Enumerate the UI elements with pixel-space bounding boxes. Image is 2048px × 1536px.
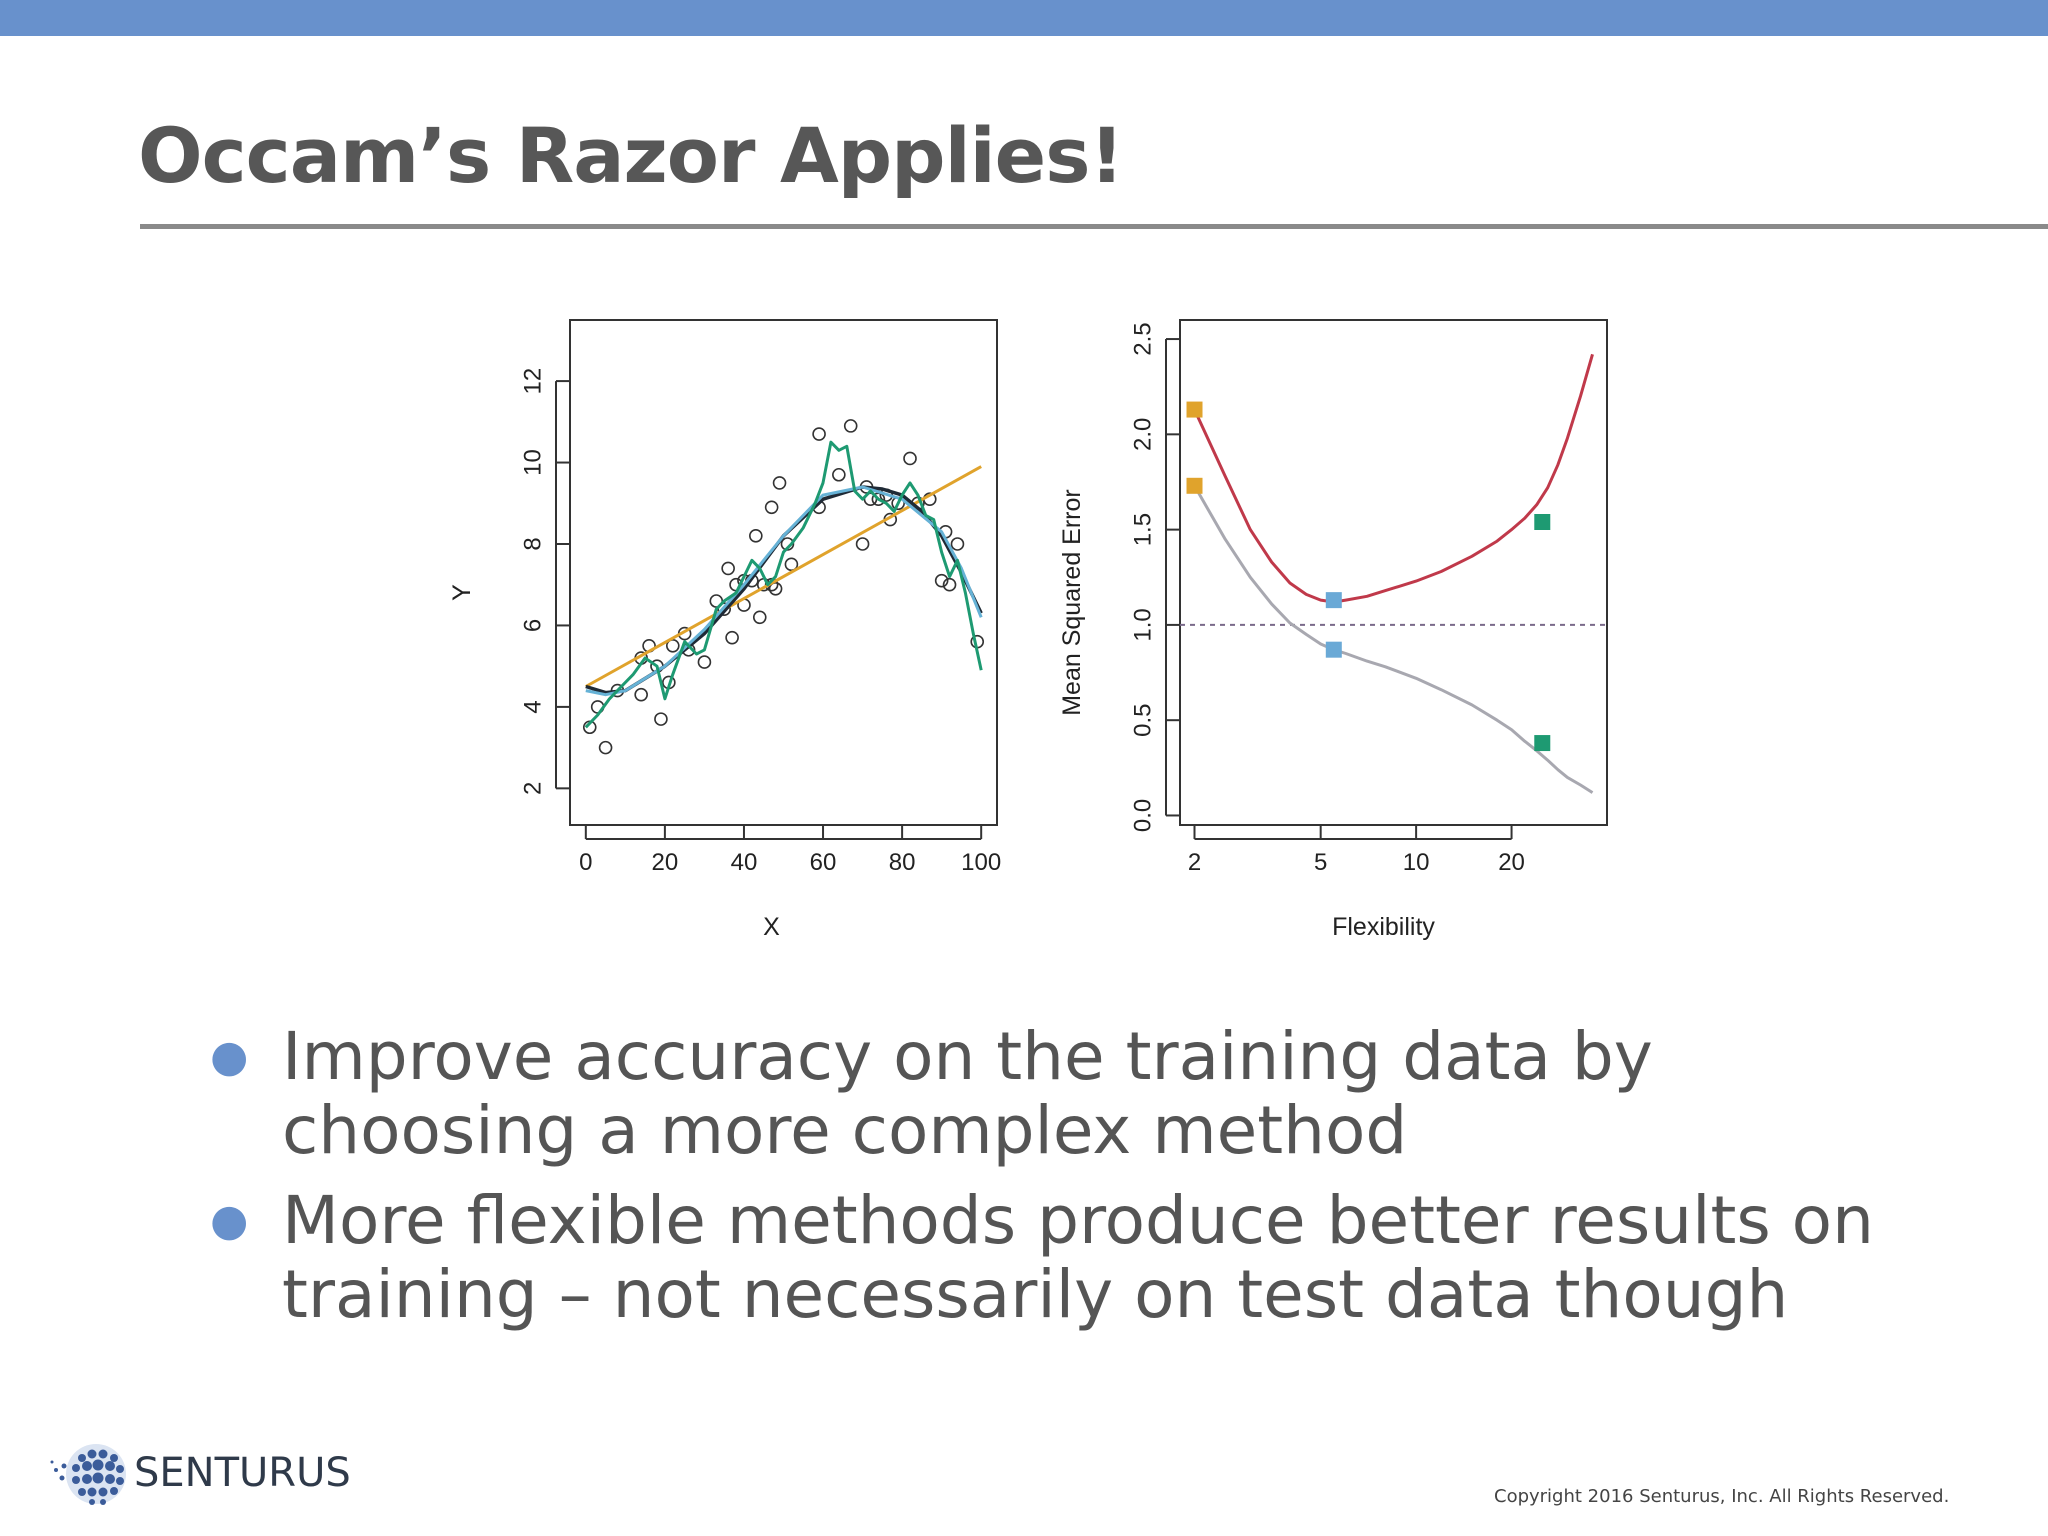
fit-curve-1 xyxy=(585,465,982,688)
mse-curve-1 xyxy=(1193,353,1594,604)
x-tick-label: 100 xyxy=(961,849,1001,876)
data-point xyxy=(752,610,767,625)
data-point xyxy=(950,537,965,551)
copyright-text: Copyright 2016 Senturus, Inc. All Rights… xyxy=(1494,1486,1950,1507)
y-tick-label: 12 xyxy=(519,368,546,395)
bullet-dot-icon: ● xyxy=(210,1031,249,1082)
logo-wordmark: SENTURUS xyxy=(134,1450,351,1496)
data-point xyxy=(855,537,870,551)
charts-canvas: 0 20 40 60 80 100 2 4 6 8 10 12 X Y 2 5 10 20 0.0 0.5 1.0 1.… xyxy=(448,319,1608,941)
y-axis-label: Mean Squared Error xyxy=(1058,489,1086,716)
square-marker xyxy=(1186,401,1203,418)
x-tick-label: 60 xyxy=(810,849,837,876)
data-point xyxy=(697,655,712,669)
y-tick-label: 10 xyxy=(519,449,546,476)
title-underline xyxy=(140,224,2048,229)
x-tick-label: 20 xyxy=(1498,849,1525,876)
data-point xyxy=(749,529,763,543)
slide-title: Occam’s Razor Applies! xyxy=(138,111,1124,200)
x-axis-label: X xyxy=(763,913,780,941)
top-accent-bar xyxy=(0,0,2048,36)
y-tick-label: 1.0 xyxy=(1129,608,1156,641)
data-point xyxy=(843,419,858,433)
y-tick-label: 8 xyxy=(519,537,546,550)
bullet-dot-icon: ● xyxy=(210,1195,249,1246)
data-point xyxy=(784,557,799,572)
fit-curve-4 xyxy=(584,440,983,729)
y-tick-label: 4 xyxy=(519,700,546,713)
square-marker xyxy=(1534,735,1551,752)
senturus-globe-logo-icon xyxy=(50,1444,126,1505)
plot-frame xyxy=(569,319,998,826)
data-point xyxy=(725,630,739,645)
data-point xyxy=(903,451,917,466)
square-marker xyxy=(1325,641,1342,658)
y-tick-label: 1.5 xyxy=(1129,513,1156,546)
bullet-list: ● Improve accuracy on the training data b… xyxy=(200,1020,1960,1348)
data-point xyxy=(832,467,846,482)
bullet-item: ● Improve accuracy on the training data b… xyxy=(200,1020,1960,1168)
data-point xyxy=(634,687,648,702)
y-tick-label: 6 xyxy=(519,619,546,632)
chart-mse-flexibility: 2 5 10 20 0.0 0.5 1.0 1.5 2.0 2.5 Flexibility Mean … xyxy=(1058,319,1608,941)
x-tick-label: 10 xyxy=(1403,849,1430,876)
bullet-text: Improve accuracy on the training data by… xyxy=(282,1018,1653,1169)
x-tick-label: 80 xyxy=(889,849,916,876)
data-point xyxy=(598,740,613,755)
x-axis-label: Flexibility xyxy=(1332,913,1435,941)
y-tick-label: 2.0 xyxy=(1129,418,1156,451)
fit-curve-3 xyxy=(585,485,983,697)
data-point xyxy=(768,581,783,596)
y-tick-label: 0.0 xyxy=(1129,799,1156,832)
x-tick-label: 20 xyxy=(652,849,679,876)
mse-curve-2 xyxy=(1193,485,1594,794)
y-tick-label: 2.5 xyxy=(1129,322,1156,355)
square-marker xyxy=(1325,592,1342,609)
data-point xyxy=(934,573,949,588)
y-axis-label: Y xyxy=(448,584,476,601)
y-tick-label: 2 xyxy=(519,782,546,795)
x-tick-label: 40 xyxy=(731,849,758,876)
data-point xyxy=(654,712,668,726)
bullet-item: ● More flexible methods produce better re… xyxy=(200,1184,1960,1332)
y-tick-label: 0.5 xyxy=(1129,704,1156,737)
bullet-text: More flexible methods produce better res… xyxy=(282,1182,1874,1333)
x-tick-label: 0 xyxy=(579,849,592,876)
data-point xyxy=(812,427,826,441)
square-marker xyxy=(1186,477,1203,494)
square-marker xyxy=(1534,514,1551,530)
data-point xyxy=(942,577,957,592)
data-point xyxy=(764,500,779,515)
data-point xyxy=(721,561,735,576)
x-tick-label: 2 xyxy=(1188,849,1201,876)
chart-fit-comparison: 0 20 40 60 80 100 2 4 6 8 10 12 X Y xyxy=(448,319,1001,941)
x-tick-label: 5 xyxy=(1314,849,1327,876)
plot-frame xyxy=(1179,319,1608,826)
data-point xyxy=(772,476,787,490)
